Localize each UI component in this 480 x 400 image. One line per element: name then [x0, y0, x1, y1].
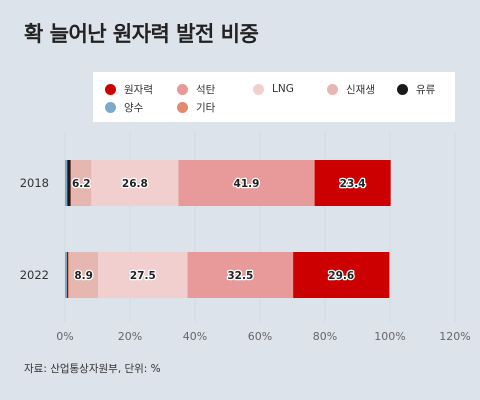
category-label: 2022 [20, 268, 49, 282]
x-tick-label: 80% [313, 330, 337, 343]
bar-segment [178, 160, 315, 206]
x-tick-label: 120% [439, 330, 470, 343]
source-note: 자료: 산업통상자원부, 단위: % [24, 363, 161, 375]
bar-segment [314, 160, 391, 206]
data-label: 8.9 [74, 270, 93, 282]
legend-item: 석탄 [177, 82, 215, 96]
data-label: 41.9 [234, 178, 260, 190]
category-label: 2018 [20, 176, 49, 190]
legend-swatch [105, 83, 116, 95]
x-tick-label: 0% [56, 330, 73, 343]
legend-item: 기타 [177, 100, 215, 114]
legend-item: LNG [253, 82, 294, 96]
data-label: 6.2 [72, 178, 91, 190]
legend-swatch [105, 101, 116, 113]
legend-swatch [327, 83, 338, 95]
bar-segment [293, 252, 390, 298]
chart-title: 확 늘어난 원자력 발전 비중 [24, 22, 259, 46]
legend-label: 기타 [196, 101, 216, 114]
bar-segment [65, 160, 68, 206]
data-label: 29.6 [328, 270, 354, 282]
legend-label: 유류 [416, 83, 436, 96]
legend-item: 원자력 [105, 82, 153, 96]
x-tick-label: 100% [374, 330, 405, 343]
x-tick-label: 60% [248, 330, 272, 343]
legend-label: 신재생 [346, 83, 375, 96]
bar-segment [98, 252, 188, 298]
legend-swatch [397, 83, 408, 95]
bar-segment [69, 252, 99, 298]
bar-segment [71, 160, 92, 206]
bar-segment [67, 160, 71, 206]
data-label: 23.4 [340, 178, 366, 190]
bar-segment [91, 160, 179, 206]
bar-segment [65, 252, 67, 298]
legend-label: LNG [272, 83, 294, 95]
data-label: 26.8 [122, 178, 148, 190]
legend-swatch [177, 83, 188, 95]
bar-segment [70, 160, 72, 206]
legend-item: 신재생 [327, 82, 375, 96]
legend-swatch [177, 101, 188, 113]
data-label: 32.5 [227, 270, 253, 282]
legend-label: 원자력 [124, 83, 153, 96]
bar-segment [67, 252, 70, 298]
legend-label: 양수 [124, 101, 144, 114]
legend-item: 유류 [397, 82, 435, 96]
legend-swatch [253, 83, 264, 95]
legend-item: 양수 [105, 100, 143, 114]
x-tick-label: 40% [183, 330, 207, 343]
data-label: 27.5 [130, 270, 156, 282]
legend-label: 석탄 [196, 83, 216, 96]
bar-segment [187, 252, 294, 298]
x-tick-label: 20% [118, 330, 142, 343]
bar-segment [66, 252, 68, 298]
